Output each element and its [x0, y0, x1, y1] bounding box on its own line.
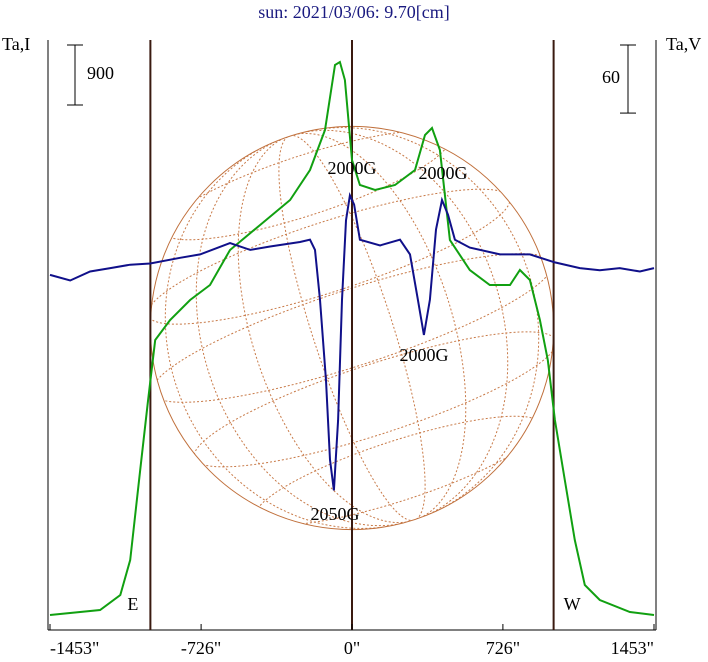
x-tick-label: 0" [344, 638, 360, 658]
y-axis-label: Ta,I [2, 34, 30, 54]
x-tick-label: 726" [486, 638, 520, 658]
scale-label: 900 [87, 63, 114, 83]
annotation: 2000G [419, 163, 468, 183]
y2-axis-label: Ta,V [666, 34, 701, 54]
x-tick-label: 1453" [611, 638, 654, 658]
x-tick-label: -726" [181, 638, 221, 658]
annotation: 2000G [400, 345, 449, 365]
limb-label: W [564, 594, 581, 614]
x-tick-label: -1453" [50, 638, 99, 658]
series-line [49, 191, 655, 491]
annotation: 2000G [328, 158, 377, 178]
series-line [49, 60, 655, 616]
scale-label: 60 [602, 67, 620, 87]
chart-title: sun: 2021/03/06: 9.70[cm] [258, 2, 450, 22]
limb-label: E [127, 594, 138, 614]
annotation: 2050G [311, 504, 360, 524]
